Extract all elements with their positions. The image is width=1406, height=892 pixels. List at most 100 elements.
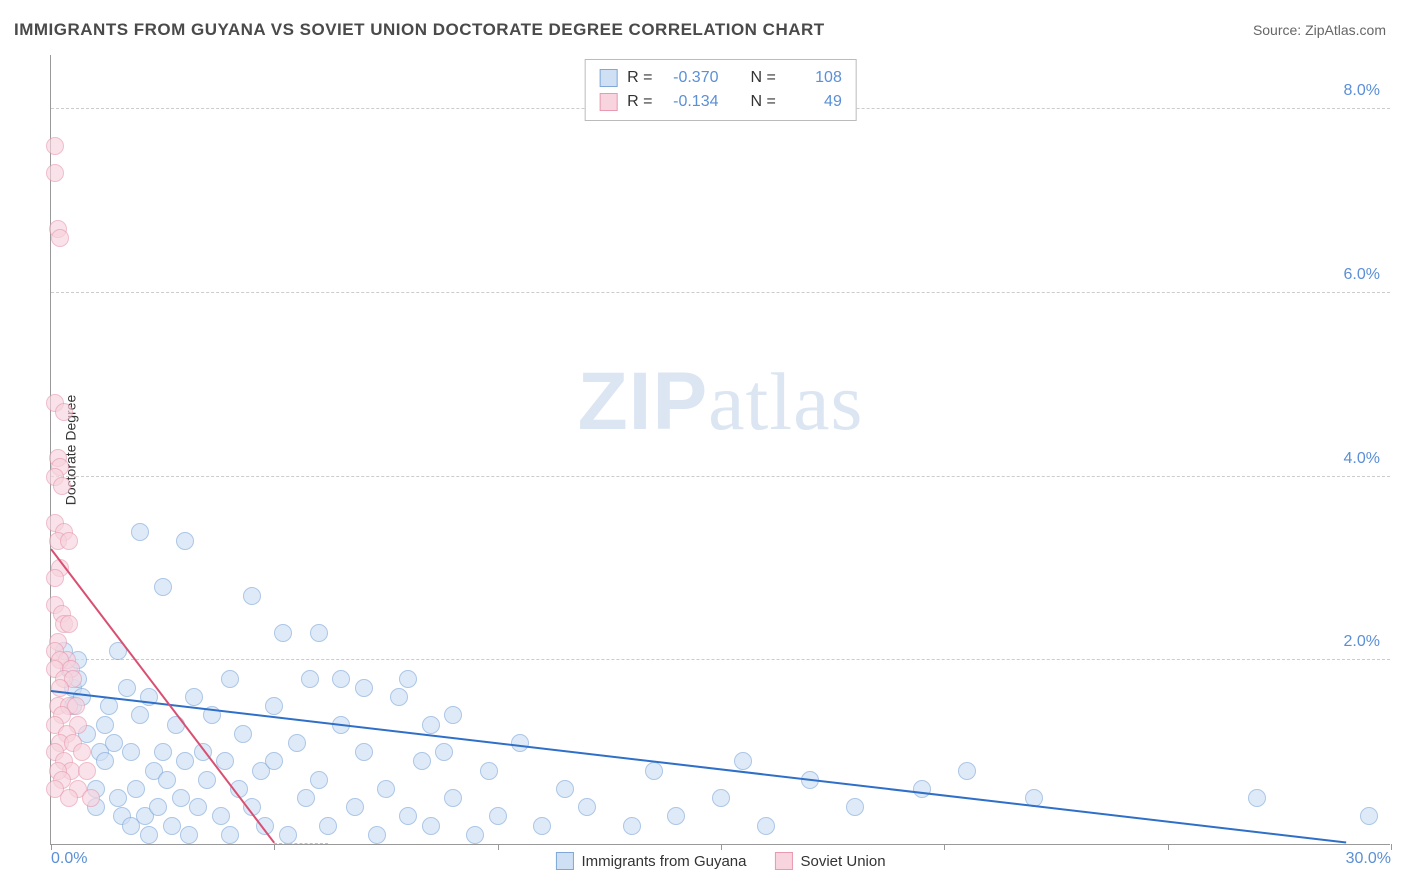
watermark-atlas: atlas [708, 356, 863, 447]
data-point-guyana [176, 532, 194, 550]
source-link[interactable]: ZipAtlas.com [1305, 22, 1386, 38]
x-tick-label: 30.0% [1346, 850, 1391, 868]
x-tick-label: 0.0% [51, 850, 87, 868]
data-point-guyana [556, 780, 574, 798]
data-point-guyana [118, 679, 136, 697]
data-point-guyana [435, 743, 453, 761]
data-point-guyana [288, 734, 306, 752]
data-point-guyana [757, 817, 775, 835]
data-point-guyana [149, 798, 167, 816]
data-point-guyana [105, 734, 123, 752]
data-point-guyana [368, 826, 386, 844]
data-point-guyana [185, 688, 203, 706]
x-tick [274, 844, 275, 850]
data-point-guyana [480, 762, 498, 780]
data-point-guyana [444, 789, 462, 807]
n-label: N = [751, 66, 776, 90]
data-point-soviet [55, 403, 73, 421]
data-point-guyana [377, 780, 395, 798]
data-point-soviet [73, 743, 91, 761]
data-point-guyana [163, 817, 181, 835]
data-point-guyana [310, 624, 328, 642]
y-tick-label: 4.0% [1344, 450, 1380, 468]
data-point-guyana [511, 734, 529, 752]
correlation-stats-box: R = -0.370 N = 108 R = -0.134 N = 49 [584, 59, 857, 121]
data-point-guyana [667, 807, 685, 825]
n-value-series-2: 49 [786, 90, 842, 114]
data-point-guyana [390, 688, 408, 706]
legend-swatch-1 [555, 852, 573, 870]
data-point-guyana [301, 670, 319, 688]
data-point-guyana [310, 771, 328, 789]
data-point-guyana [189, 798, 207, 816]
data-point-guyana [422, 817, 440, 835]
watermark: ZIPatlas [578, 355, 864, 449]
data-point-guyana [140, 826, 158, 844]
x-tick [1391, 844, 1392, 850]
data-point-guyana [243, 587, 261, 605]
r-value-series-1: -0.370 [663, 66, 719, 90]
data-point-guyana [212, 807, 230, 825]
source-label: Source: [1253, 22, 1301, 38]
data-point-guyana [533, 817, 551, 835]
data-point-guyana [180, 826, 198, 844]
trendline-guyana [51, 690, 1347, 844]
data-point-guyana [734, 752, 752, 770]
watermark-zip: ZIP [578, 356, 709, 447]
data-point-guyana [712, 789, 730, 807]
data-point-guyana [346, 798, 364, 816]
plot-area: ZIPatlas Doctorate Degree 2.0%4.0%6.0%8.… [50, 55, 1390, 845]
legend-item-1: Immigrants from Guyana [555, 852, 746, 870]
chart-title: IMMIGRANTS FROM GUYANA VS SOVIET UNION D… [14, 20, 825, 40]
data-point-guyana [221, 826, 239, 844]
data-point-guyana [274, 624, 292, 642]
data-point-guyana [1248, 789, 1266, 807]
data-point-soviet [60, 789, 78, 807]
data-point-soviet [51, 229, 69, 247]
stats-row-series-1: R = -0.370 N = 108 [599, 66, 842, 90]
data-point-guyana [958, 762, 976, 780]
x-tick [944, 844, 945, 850]
gridline-h [51, 476, 1390, 477]
data-point-soviet [46, 569, 64, 587]
r-value-series-2: -0.134 [663, 90, 719, 114]
gridline-h [51, 292, 1390, 293]
data-point-guyana [413, 752, 431, 770]
legend-item-2: Soviet Union [775, 852, 886, 870]
data-point-guyana [131, 523, 149, 541]
swatch-series-1 [599, 69, 617, 87]
data-point-guyana [422, 716, 440, 734]
data-point-guyana [645, 762, 663, 780]
data-point-guyana [109, 789, 127, 807]
y-tick-label: 6.0% [1344, 266, 1380, 284]
data-point-guyana [355, 679, 373, 697]
data-point-guyana [846, 798, 864, 816]
gridline-h [51, 659, 1390, 660]
data-point-guyana [399, 670, 417, 688]
data-point-guyana [221, 670, 239, 688]
data-point-guyana [355, 743, 373, 761]
legend-swatch-2 [775, 852, 793, 870]
data-point-soviet [82, 789, 100, 807]
legend-label-2: Soviet Union [801, 853, 886, 870]
x-tick [1168, 844, 1169, 850]
n-label: N = [751, 90, 776, 114]
data-point-guyana [96, 752, 114, 770]
data-point-guyana [623, 817, 641, 835]
data-point-guyana [319, 817, 337, 835]
data-point-guyana [265, 752, 283, 770]
data-point-guyana [1360, 807, 1378, 825]
data-point-guyana [578, 798, 596, 816]
data-point-guyana [234, 725, 252, 743]
data-point-guyana [122, 743, 140, 761]
x-tick [721, 844, 722, 850]
data-point-guyana [172, 789, 190, 807]
data-point-guyana [265, 697, 283, 715]
data-point-guyana [332, 670, 350, 688]
data-point-guyana [489, 807, 507, 825]
data-point-guyana [279, 826, 297, 844]
n-value-series-1: 108 [786, 66, 842, 90]
data-point-soviet [46, 164, 64, 182]
trendline-soviet-ext [274, 843, 328, 844]
data-point-guyana [131, 706, 149, 724]
